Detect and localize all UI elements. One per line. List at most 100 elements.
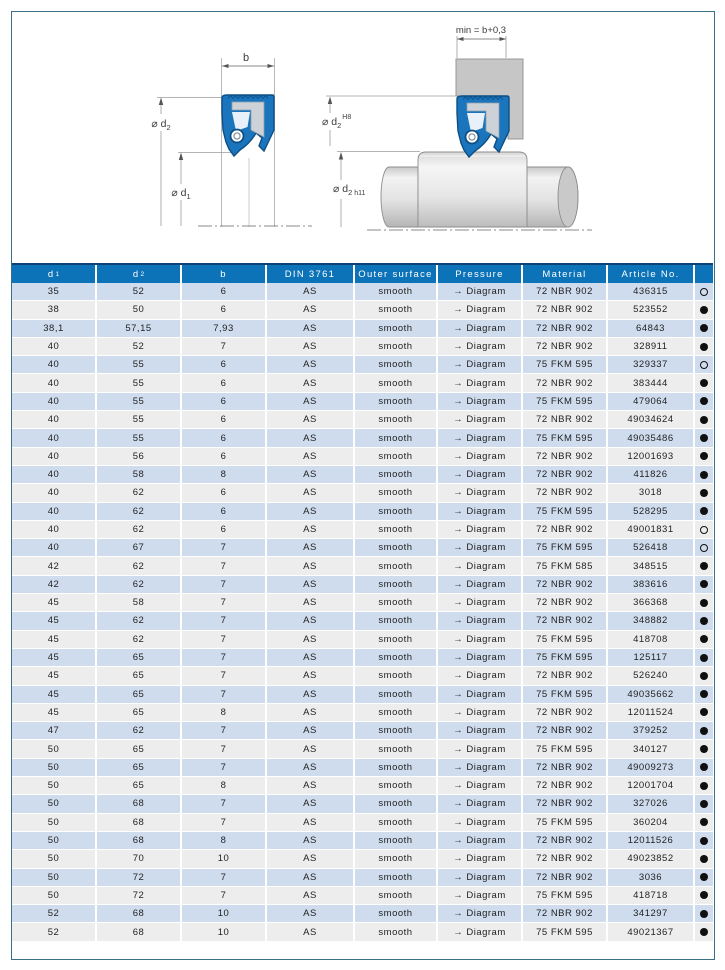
header-material: Material — [523, 265, 608, 283]
cell-din-3761: AS — [267, 539, 355, 558]
cell-d1: 45 — [12, 648, 97, 668]
cell-d2: 68 — [97, 923, 182, 942]
table-row: 40 62 6 AS smooth → Diagram 72 NBR 902 3… — [12, 484, 713, 503]
cell-b: 7 — [182, 630, 267, 649]
cell-pressure-diagram-link[interactable]: → Diagram — [438, 557, 523, 576]
table-row: 50 68 7 AS smooth → Diagram 75 FKM 595 3… — [12, 813, 713, 832]
cell-b: 7 — [182, 722, 267, 741]
cell-din-3761: AS — [267, 886, 355, 906]
cell-outer-surface: smooth — [355, 923, 438, 942]
cell-b: 10 — [182, 850, 267, 869]
cell-pressure-diagram-link[interactable]: → Diagram — [438, 392, 523, 412]
cell-pressure-diagram-link[interactable]: → Diagram — [438, 630, 523, 649]
cell-pressure-diagram-link[interactable]: → Diagram — [438, 502, 523, 521]
cell-article-no: 526418 — [608, 539, 695, 558]
cell-pressure-diagram-link[interactable]: → Diagram — [438, 886, 523, 906]
cell-pressure-diagram-link[interactable]: → Diagram — [438, 465, 523, 485]
cell-pressure-diagram-link[interactable]: → Diagram — [438, 868, 523, 887]
cell-outer-surface: smooth — [355, 722, 438, 741]
cell-b: 6 — [182, 429, 267, 448]
cell-pressure-diagram-link[interactable]: → Diagram — [438, 411, 523, 430]
cell-pressure-diagram-link[interactable]: → Diagram — [438, 905, 523, 924]
cell-material: 75 FKM 595 — [523, 648, 608, 668]
availability-dot-icon — [700, 873, 708, 882]
cell-pressure-diagram-link[interactable]: → Diagram — [438, 740, 523, 759]
table-row: 50 68 8 AS smooth → Diagram 72 NBR 902 1… — [12, 831, 713, 851]
cell-b: 7 — [182, 795, 267, 814]
table-row: 40 52 7 AS smooth → Diagram 72 NBR 902 3… — [12, 337, 713, 357]
table-row: 42 62 7 AS smooth → Diagram 75 FKM 585 3… — [12, 557, 713, 576]
availability-dot-icon — [700, 452, 708, 461]
cell-d2: 68 — [97, 813, 182, 832]
cell-d1: 40 — [12, 447, 97, 466]
table-row: 40 55 6 AS smooth → Diagram 72 NBR 902 4… — [12, 411, 713, 430]
cell-d1: 40 — [12, 502, 97, 521]
cell-pressure-diagram-link[interactable]: → Diagram — [438, 447, 523, 466]
cell-d2: 65 — [97, 703, 182, 723]
cell-din-3761: AS — [267, 484, 355, 503]
cell-material: 72 NBR 902 — [523, 283, 608, 302]
cell-pressure-diagram-link[interactable]: → Diagram — [438, 429, 523, 448]
cell-b: 6 — [182, 392, 267, 412]
cell-pressure-diagram-link[interactable]: → Diagram — [438, 722, 523, 741]
cell-b: 7 — [182, 612, 267, 631]
cell-article-no: 329337 — [608, 356, 695, 375]
cell-material: 72 NBR 902 — [523, 868, 608, 887]
availability-dot-icon — [700, 543, 708, 552]
cell-outer-surface: smooth — [355, 575, 438, 595]
table-row: 45 65 7 AS smooth → Diagram 72 NBR 902 5… — [12, 667, 713, 686]
cell-din-3761: AS — [267, 392, 355, 412]
cell-d1: 50 — [12, 850, 97, 869]
table-row: 45 65 8 AS smooth → Diagram 72 NBR 902 1… — [12, 703, 713, 723]
cell-din-3761: AS — [267, 722, 355, 741]
cell-pressure-diagram-link[interactable]: → Diagram — [438, 319, 523, 338]
cell-d1: 40 — [12, 520, 97, 540]
cell-article-no: 12001693 — [608, 447, 695, 466]
cell-pressure-diagram-link[interactable]: → Diagram — [438, 283, 523, 302]
cell-d1: 45 — [12, 612, 97, 631]
cell-pressure-diagram-link[interactable]: → Diagram — [438, 923, 523, 942]
table-row: 38,1 57,15 7,93 AS smooth → Diagram 72 N… — [12, 319, 713, 338]
cell-d1: 47 — [12, 722, 97, 741]
cell-pressure-diagram-link[interactable]: → Diagram — [438, 612, 523, 631]
cell-pressure-diagram-link[interactable]: → Diagram — [438, 520, 523, 540]
cell-d1: 50 — [12, 777, 97, 796]
cell-pressure-diagram-link[interactable]: → Diagram — [438, 667, 523, 686]
cell-din-3761: AS — [267, 337, 355, 357]
cell-pressure-diagram-link[interactable]: → Diagram — [438, 594, 523, 613]
cell-d2: 67 — [97, 539, 182, 558]
cell-pressure-diagram-link[interactable]: → Diagram — [438, 758, 523, 778]
cell-pressure-diagram-link[interactable]: → Diagram — [438, 374, 523, 393]
cell-din-3761: AS — [267, 465, 355, 485]
cell-outer-surface: smooth — [355, 648, 438, 668]
cell-article-no: 340127 — [608, 740, 695, 759]
cell-d1: 40 — [12, 356, 97, 375]
cell-pressure-diagram-link[interactable]: → Diagram — [438, 850, 523, 869]
cell-pressure-diagram-link[interactable]: → Diagram — [438, 484, 523, 503]
cell-pressure-diagram-link[interactable]: → Diagram — [438, 356, 523, 375]
cell-outer-surface: smooth — [355, 758, 438, 778]
cell-pressure-diagram-link[interactable]: → Diagram — [438, 813, 523, 832]
cell-pressure-diagram-link[interactable]: → Diagram — [438, 575, 523, 595]
header-article-no: Article No. — [608, 265, 695, 283]
table-row: 45 58 7 AS smooth → Diagram 72 NBR 902 3… — [12, 594, 713, 613]
header-outer-surface: Outer surface — [355, 265, 438, 283]
cell-pressure-diagram-link[interactable]: → Diagram — [438, 831, 523, 851]
cell-pressure-diagram-link[interactable]: → Diagram — [438, 703, 523, 723]
cell-pressure-diagram-link[interactable]: → Diagram — [438, 301, 523, 320]
availability-dot-icon — [700, 342, 708, 351]
cell-pressure-diagram-link[interactable]: → Diagram — [438, 648, 523, 668]
cell-pressure-diagram-link[interactable]: → Diagram — [438, 795, 523, 814]
cell-outer-surface: smooth — [355, 484, 438, 503]
cell-article-no: 49023852 — [608, 850, 695, 869]
table-body: 35 52 6 AS smooth → Diagram 72 NBR 902 4… — [12, 283, 713, 942]
cell-pressure-diagram-link[interactable]: → Diagram — [438, 777, 523, 796]
table-row: 40 55 6 AS smooth → Diagram 72 NBR 902 3… — [12, 374, 713, 393]
cell-article-no: 479064 — [608, 392, 695, 412]
cell-pressure-diagram-link[interactable]: → Diagram — [438, 685, 523, 704]
cell-pressure-diagram-link[interactable]: → Diagram — [438, 539, 523, 558]
cell-outer-surface: smooth — [355, 868, 438, 887]
table-row: 52 68 10 AS smooth → Diagram 72 NBR 902 … — [12, 905, 713, 924]
cell-pressure-diagram-link[interactable]: → Diagram — [438, 337, 523, 357]
